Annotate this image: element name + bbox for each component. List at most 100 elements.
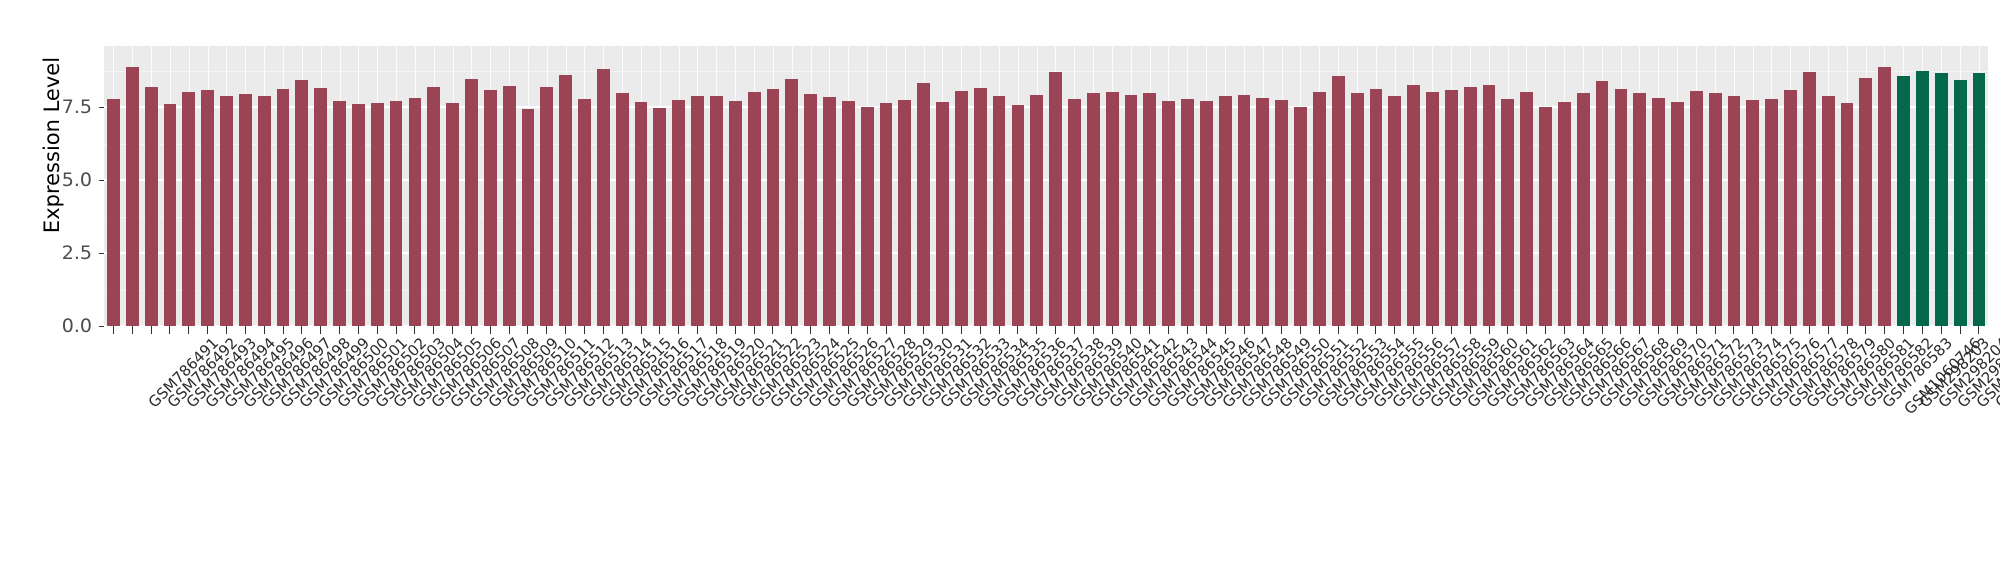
bar[interactable] (1162, 101, 1176, 326)
bar[interactable] (1840, 103, 1854, 326)
bar[interactable] (125, 67, 139, 326)
bar[interactable] (1105, 92, 1119, 326)
bar[interactable] (1294, 107, 1307, 326)
bar[interactable] (107, 99, 120, 326)
bar[interactable] (1897, 76, 1910, 326)
bar[interactable] (220, 96, 233, 326)
bar[interactable] (427, 87, 441, 326)
bar[interactable] (276, 89, 290, 326)
bar[interactable] (1746, 100, 1760, 326)
bar[interactable] (691, 96, 704, 326)
bar[interactable] (1388, 96, 1402, 326)
bar[interactable] (201, 90, 215, 326)
bar[interactable] (370, 103, 384, 326)
bar[interactable] (1199, 100, 1213, 326)
bar[interactable] (710, 95, 723, 326)
bar[interactable] (1482, 84, 1496, 326)
bar[interactable] (1576, 92, 1590, 326)
bar[interactable] (465, 79, 478, 326)
bar[interactable] (1143, 92, 1157, 326)
bar[interactable] (1614, 89, 1628, 326)
bar[interactable] (1463, 86, 1477, 326)
bar[interactable] (1916, 70, 1929, 326)
bar[interactable] (295, 80, 309, 326)
bar[interactable] (1539, 106, 1552, 326)
bar[interactable] (1953, 80, 1967, 326)
bar[interactable] (1802, 71, 1816, 326)
bar[interactable] (483, 89, 497, 326)
bar[interactable] (1426, 91, 1439, 326)
bar[interactable] (1407, 84, 1421, 326)
bar[interactable] (1934, 73, 1948, 326)
bar[interactable] (1369, 89, 1383, 326)
bar[interactable] (1218, 96, 1232, 326)
bar[interactable] (1068, 98, 1081, 326)
bar[interactable] (785, 78, 799, 326)
bar[interactable] (728, 101, 742, 326)
bar[interactable] (502, 85, 516, 326)
bar[interactable] (973, 88, 987, 326)
bar[interactable] (540, 87, 554, 326)
bar[interactable] (333, 100, 346, 326)
bar[interactable] (804, 93, 818, 326)
bar[interactable] (1727, 96, 1741, 326)
bar[interactable] (1878, 67, 1892, 326)
bar[interactable] (1557, 102, 1571, 326)
bar[interactable] (144, 86, 158, 326)
bar[interactable] (1520, 92, 1534, 326)
bar[interactable] (954, 90, 968, 326)
bar[interactable] (163, 103, 177, 326)
bar[interactable] (860, 107, 874, 326)
bar[interactable] (766, 89, 780, 326)
bar[interactable] (446, 103, 460, 326)
bar[interactable] (257, 95, 271, 326)
bar[interactable] (1972, 72, 1986, 326)
bar[interactable] (578, 98, 591, 326)
bar[interactable] (879, 103, 893, 326)
bar[interactable] (314, 88, 328, 326)
bar[interactable] (596, 68, 610, 326)
bar[interactable] (917, 82, 931, 326)
bar[interactable] (1633, 92, 1647, 326)
bar[interactable] (653, 107, 667, 326)
bar[interactable] (182, 92, 196, 326)
bar[interactable] (672, 99, 686, 326)
bar[interactable] (823, 97, 836, 326)
bar[interactable] (936, 102, 949, 326)
bar[interactable] (1689, 90, 1703, 326)
bar[interactable] (1595, 81, 1609, 326)
bar[interactable] (1444, 89, 1458, 326)
bar[interactable] (521, 109, 535, 326)
bar[interactable] (1275, 100, 1289, 326)
bar[interactable] (1331, 76, 1345, 326)
bar[interactable] (1256, 97, 1270, 326)
bar[interactable] (615, 92, 629, 326)
bar[interactable] (1501, 99, 1515, 326)
bar[interactable] (634, 102, 648, 326)
bar[interactable] (1784, 90, 1797, 326)
bar[interactable] (1049, 71, 1063, 326)
bar[interactable] (1671, 102, 1684, 326)
bar[interactable] (1181, 99, 1194, 326)
bar[interactable] (747, 91, 761, 326)
bar[interactable] (1652, 97, 1666, 326)
bar[interactable] (1237, 95, 1251, 326)
bar[interactable] (1086, 92, 1100, 326)
bar[interactable] (1765, 99, 1779, 326)
bar[interactable] (559, 75, 573, 326)
bar[interactable] (351, 103, 365, 326)
bar[interactable] (841, 100, 855, 326)
bar[interactable] (1350, 92, 1364, 326)
bar[interactable] (1124, 95, 1138, 326)
bar[interactable] (1030, 95, 1044, 326)
bar[interactable] (1708, 92, 1722, 326)
bar[interactable] (898, 100, 912, 326)
bar[interactable] (1821, 96, 1835, 326)
bar[interactable] (1859, 77, 1873, 326)
bar[interactable] (1313, 92, 1326, 326)
bar[interactable] (1011, 104, 1025, 326)
bar[interactable] (992, 96, 1006, 326)
bar[interactable] (408, 97, 422, 326)
bar[interactable] (238, 94, 252, 326)
bar[interactable] (389, 100, 403, 326)
